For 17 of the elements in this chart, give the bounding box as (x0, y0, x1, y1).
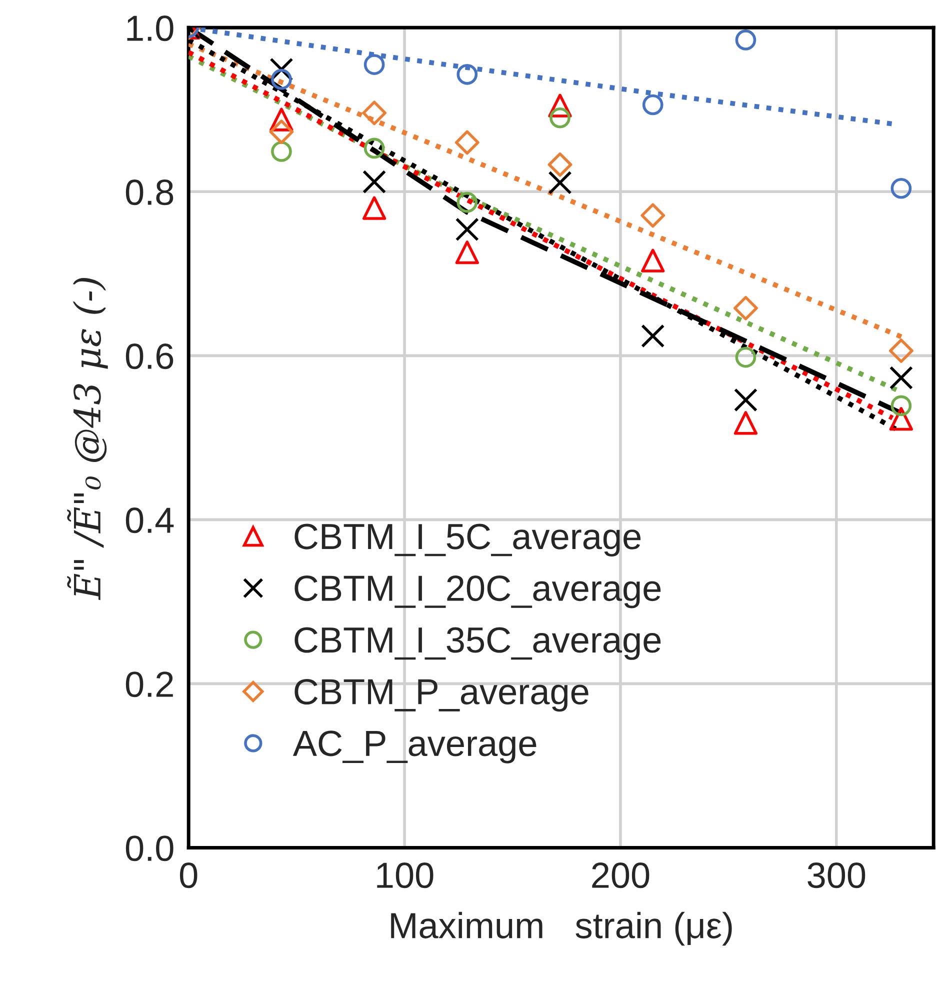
x-tick-label: 300 (808, 862, 866, 888)
y-axis-title: Ẽ" /Ẽ"₀ @43 με (-) (67, 278, 108, 600)
x-tick-label: 0 (180, 862, 198, 888)
y-tick-label: 0.6 (126, 344, 174, 370)
legend-label: CBTM_P_average (294, 678, 588, 712)
legend-label: CBTM_I_5C_average (294, 524, 641, 556)
y-tick-label: 1.0 (127, 16, 174, 42)
legend-label: CBTM_I_20C_average (294, 576, 661, 608)
y-tick-label: 0.0 (126, 836, 174, 862)
y-tick-label: 0.8 (126, 180, 174, 206)
legend-label: CBTM_I_35C_average (294, 627, 661, 660)
legend-label: AC_P_average (292, 730, 536, 764)
x-axis-title: Maximum strain (με) (391, 912, 732, 946)
x-tick-label: 100 (377, 862, 434, 888)
x-tick-label: 200 (592, 862, 650, 888)
y-tick-label: 0.2 (126, 672, 173, 698)
y-tick-label: 0.4 (126, 508, 174, 534)
